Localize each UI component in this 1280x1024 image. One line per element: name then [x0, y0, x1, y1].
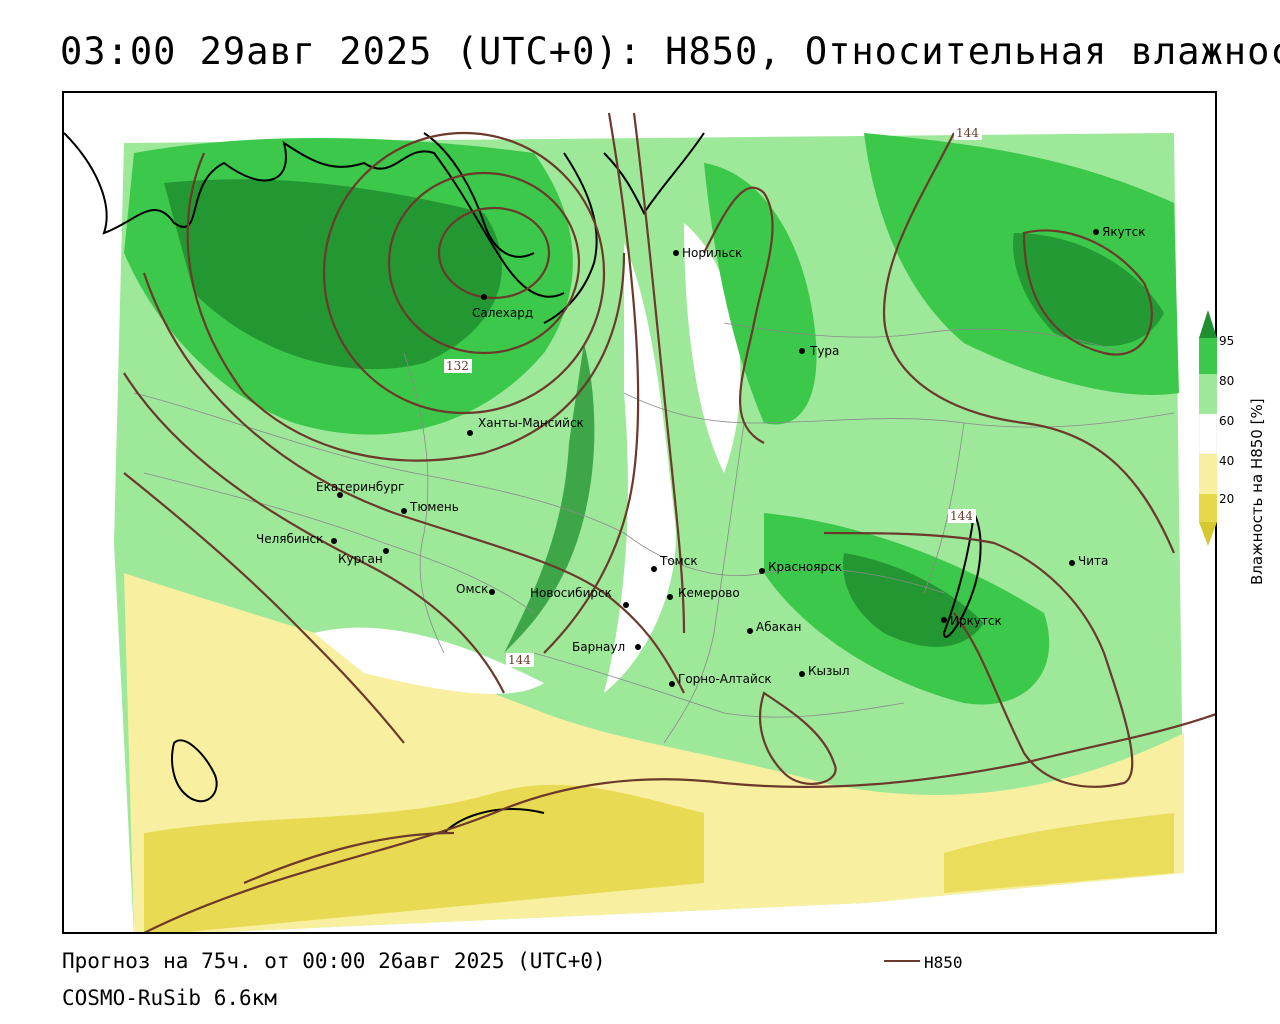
svg-text:Салехард: Салехард	[472, 306, 533, 320]
svg-text:Курган: Курган	[338, 552, 383, 566]
city-novosibirsk: Новосибирск	[530, 586, 629, 608]
h850-contours	[123, 112, 1215, 932]
neutral-area	[314, 627, 544, 694]
city-omsk: Омск	[456, 582, 495, 596]
map-frame: 144 132 144 144 Норильск Якутск Салехард…	[62, 91, 1217, 934]
svg-text:Норильск: Норильск	[682, 246, 742, 260]
city-kyzyl: Кызыл	[799, 664, 850, 678]
city-abakan: Абакан	[747, 620, 801, 634]
svg-text:Томск: Томск	[659, 554, 698, 568]
colorbar-top-arrow	[1199, 310, 1217, 338]
colorbar-tick-60: 60	[1219, 414, 1235, 428]
colorbar-tick-95: 95	[1219, 334, 1235, 348]
map-title: 03:00 29авг 2025 (UTC+0): H850, Относите…	[60, 30, 1280, 73]
contour-label-group: 144 132 144 144	[444, 126, 982, 667]
colorbar-bottom-arrow	[1199, 522, 1217, 546]
neutral-area-east	[684, 223, 741, 473]
colorbar-band-20	[1199, 494, 1217, 522]
colorbar-band-60	[1199, 413, 1217, 455]
svg-text:Екатеринбург: Екатеринбург	[316, 480, 404, 494]
colorbar-tick-20: 20	[1219, 492, 1235, 506]
very-dry-area	[144, 784, 704, 932]
city-barnaul: Барнаул	[572, 640, 641, 654]
cities: Норильск Якутск Салехард Тура Ханты-Манс…	[256, 225, 1146, 687]
colorbar-band-40	[1199, 454, 1217, 494]
svg-text:Барнаул: Барнаул	[572, 640, 625, 654]
very-wet-area-baikal	[843, 553, 984, 647]
svg-text:Кызыл: Кызыл	[808, 664, 850, 678]
colorbar-title: Влажность на H850 [%]	[1248, 398, 1266, 585]
svg-text:Новосибирск: Новосибирск	[530, 586, 612, 600]
model-name: COSMO-RuSib 6.6км	[62, 986, 277, 1010]
contour-label-north: 144	[956, 126, 979, 140]
svg-text:Кемерово: Кемерово	[678, 586, 740, 600]
contour-label-salekhard: 132	[446, 359, 469, 373]
city-kurgan: Курган	[338, 548, 389, 566]
svg-text:Тура: Тура	[809, 344, 839, 358]
wet-band-ob	[504, 343, 595, 653]
svg-text:Челябинск: Челябинск	[256, 532, 323, 546]
city-tomsk: Томск	[651, 554, 698, 572]
coastlines	[64, 132, 982, 834]
h850-legend-line	[884, 960, 920, 962]
city-kemerovo: Кемерово	[667, 586, 740, 600]
svg-text:Чита: Чита	[1078, 554, 1108, 568]
city-khanty-mansiysk: Ханты-Мансийск	[467, 416, 584, 436]
forecast-info: Прогноз на 75ч. от 00:00 26авг 2025 (UTC…	[62, 949, 606, 973]
city-tura: Тура	[799, 344, 839, 358]
very-dry-area-east	[944, 813, 1174, 893]
contour-label-south: 144	[508, 653, 531, 667]
svg-text:Абакан: Абакан	[756, 620, 801, 634]
colorbar-tick-80: 80	[1219, 374, 1235, 388]
very-wet-area-northeast	[1013, 233, 1164, 347]
humidity-colorbar	[1199, 310, 1217, 546]
city-krasnoyarsk: Красноярск	[759, 560, 842, 574]
colorbar-band-80	[1199, 374, 1217, 414]
city-salekhard: Салехард	[472, 294, 533, 320]
neutral-area-central	[604, 243, 676, 693]
svg-text:Ханты-Мансийск: Ханты-Мансийск	[478, 416, 584, 430]
city-norilsk: Норильск	[673, 246, 742, 260]
svg-text:Красноярск: Красноярск	[768, 560, 842, 574]
svg-text:Омск: Омск	[456, 582, 488, 596]
contour-label-east: 144	[950, 509, 973, 523]
h850-legend-label: H850	[924, 953, 963, 972]
humidity-map: 144 132 144 144 Норильск Якутск Салехард…	[64, 112, 1215, 932]
colorbar-tick-40: 40	[1219, 454, 1235, 468]
city-irkutsk: Иркутск	[941, 614, 1002, 628]
colorbar-band-95	[1199, 338, 1217, 374]
city-yakutsk: Якутск	[1093, 225, 1146, 239]
svg-text:Якутск: Якутск	[1102, 225, 1146, 239]
city-ekaterinburg: Екатеринбург	[316, 480, 404, 498]
region-boundaries	[133, 322, 1175, 744]
city-chita: Чита	[1069, 554, 1108, 568]
very-wet-area-northwest	[164, 179, 502, 370]
city-chelyabinsk: Челябинск	[256, 532, 337, 546]
svg-text:Горно-Алтайск: Горно-Алтайск	[678, 672, 772, 686]
city-tyumen: Тюмень	[401, 500, 459, 514]
svg-text:Иркутск: Иркутск	[950, 614, 1002, 628]
svg-text:Тюмень: Тюмень	[409, 500, 459, 514]
city-gorno-altaysk: Горно-Алтайск	[669, 672, 772, 687]
